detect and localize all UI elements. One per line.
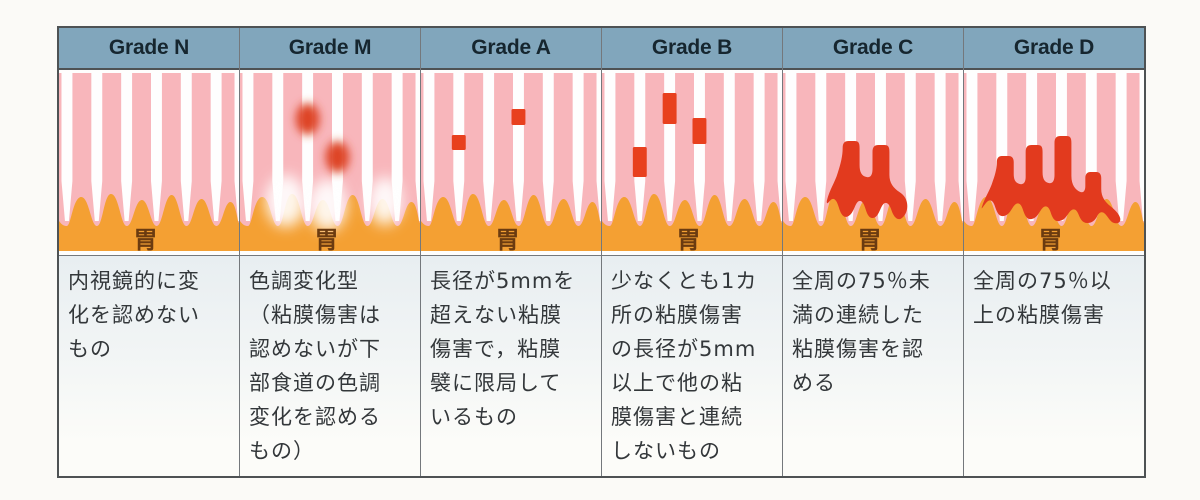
grade-column: Grade B 胃 少なくとも1カ 所の粘膜傷害 の長径が5mm 以上で他の粘 … (602, 28, 783, 476)
grade-label: Grade B (651, 36, 733, 59)
esophagitis-grade-table: Grade N 胃 内視鏡的に変 化を認めない もの Grade M 胃 色調変… (57, 26, 1146, 478)
grade-label: Grade A (471, 36, 551, 59)
mucosal-fold-stripe (483, 73, 495, 221)
grade-label: Grade C (832, 36, 914, 59)
esophagus-illustration-cell: 胃 (783, 70, 963, 256)
mucosal-fold-stripe (604, 73, 616, 221)
grade-header: Grade B (602, 28, 782, 70)
esophagus-illustration: 胃 (421, 73, 601, 251)
grade-label: Grade M (288, 36, 372, 59)
esophagus-illustration: 胃 (783, 73, 963, 251)
grade-header: Grade A (421, 28, 601, 70)
white-haze (265, 175, 306, 227)
stomach-band (783, 193, 963, 251)
grade-column: Grade M 胃 色調変化型 （粘膜傷害は 認めないが下 部食道の色調 変化を… (240, 28, 421, 476)
stomach-label: 胃 (496, 226, 520, 251)
stomach-label: 胃 (858, 226, 882, 251)
mucosal-fold-stripe (361, 73, 373, 221)
mucosal-break (511, 109, 526, 125)
grade-description: 少なくとも1カ 所の粘膜傷害 の長径が5mm 以上で他の粘 膜傷害と連続 しない… (602, 256, 782, 476)
stomach-label: 胃 (677, 226, 701, 251)
grade-header: Grade M (240, 28, 420, 70)
esophagus-illustration: 胃 (602, 73, 782, 251)
stomach-label: 胃 (315, 226, 339, 251)
esophagus-illustration: 胃 (59, 73, 239, 251)
grade-label: Grade N (108, 36, 190, 59)
mucosal-fold-stripe (61, 73, 73, 221)
stomach-band (421, 193, 601, 251)
grade-column: Grade D 胃 全周の75％以 上の粘膜傷害 (964, 28, 1144, 476)
mucosal-fold-stripe (91, 73, 103, 221)
stomach-label: 胃 (134, 226, 158, 251)
mucosal-fold-stripe (958, 73, 963, 221)
grade-header: Grade D (964, 28, 1144, 70)
mucosal-fold-stripe (904, 73, 916, 221)
mucosal-fold-stripe (934, 73, 946, 221)
esophagus-illustration-cell: 胃 (59, 70, 239, 256)
mucosal-fold-stripe (234, 73, 239, 221)
white-haze (368, 177, 403, 225)
mucosal-fold-stripe (415, 73, 420, 221)
stomach-band (602, 193, 782, 251)
mucosal-fold-stripe (723, 73, 735, 221)
mucosal-fold-stripe (753, 73, 765, 221)
grade-column: Grade A 胃 長径が5mmを 超えない粘膜 傷害で，粘膜 襞に限局して い… (421, 28, 602, 476)
mucosal-fold-stripe (1139, 73, 1144, 221)
esophagus-illustration-cell: 胃 (240, 70, 420, 256)
mucosal-fold-stripe (785, 73, 797, 221)
mucosal-fold-stripe (572, 73, 584, 221)
mucosal-break (451, 135, 466, 150)
mucosal-break (632, 147, 647, 177)
confluent-mucosal-break (981, 136, 1121, 224)
esophagus-illustration-cell: 胃 (964, 70, 1144, 256)
mucosal-fold-stripe (815, 73, 827, 221)
grade-header: Grade C (783, 28, 963, 70)
mucosal-fold-stripe (693, 73, 705, 221)
color-change-spot (325, 141, 350, 173)
grade-description: 長径が5mmを 超えない粘膜 傷害で，粘膜 襞に限局して いるもの (421, 256, 601, 476)
esophagus-illustration-cell: 胃 (421, 70, 601, 256)
esophagus-illustration: 胃 (240, 73, 420, 251)
esophagus-illustration: 胃 (964, 73, 1144, 251)
mucosal-fold-stripe (596, 73, 601, 221)
grade-column: Grade N 胃 内視鏡的に変 化を認めない もの (59, 28, 240, 476)
grade-description: 全周の75％以 上の粘膜傷害 (964, 256, 1144, 476)
stomach-band (59, 193, 239, 251)
mucosal-fold-stripe (423, 73, 435, 221)
stomach-label: 胃 (1039, 226, 1063, 251)
mucosal-fold-stripe (1115, 73, 1127, 221)
confluent-mucosal-break (826, 141, 908, 220)
mucosal-fold-stripe (242, 73, 254, 221)
grade-column: Grade C 胃 全周の75％未 満の連続した 粘膜傷害を認 める (783, 28, 964, 476)
grade-description: 色調変化型 （粘膜傷害は 認めないが下 部食道の色調 変化を認める もの） (240, 256, 420, 476)
color-change-spot (295, 103, 320, 135)
mucosal-fold-stripe (512, 73, 524, 221)
mucosal-break (662, 93, 677, 124)
mucosal-fold-stripe (210, 73, 222, 221)
white-haze (308, 179, 347, 231)
mucosal-fold-stripe (121, 73, 133, 221)
grade-description: 内視鏡的に変 化を認めない もの (59, 256, 239, 476)
mucosal-fold-stripe (777, 73, 782, 221)
grade-description: 全周の75％未 満の連続した 粘膜傷害を認 める (783, 256, 963, 476)
grade-header: Grade N (59, 28, 239, 70)
mucosal-fold-stripe (180, 73, 192, 221)
mucosal-break (692, 118, 707, 144)
mucosal-fold-stripe (542, 73, 554, 221)
grade-label: Grade D (1013, 36, 1095, 59)
mucosal-fold-stripe (150, 73, 162, 221)
esophagus-illustration-cell: 胃 (602, 70, 782, 256)
mucosal-fold-stripe (966, 73, 978, 221)
